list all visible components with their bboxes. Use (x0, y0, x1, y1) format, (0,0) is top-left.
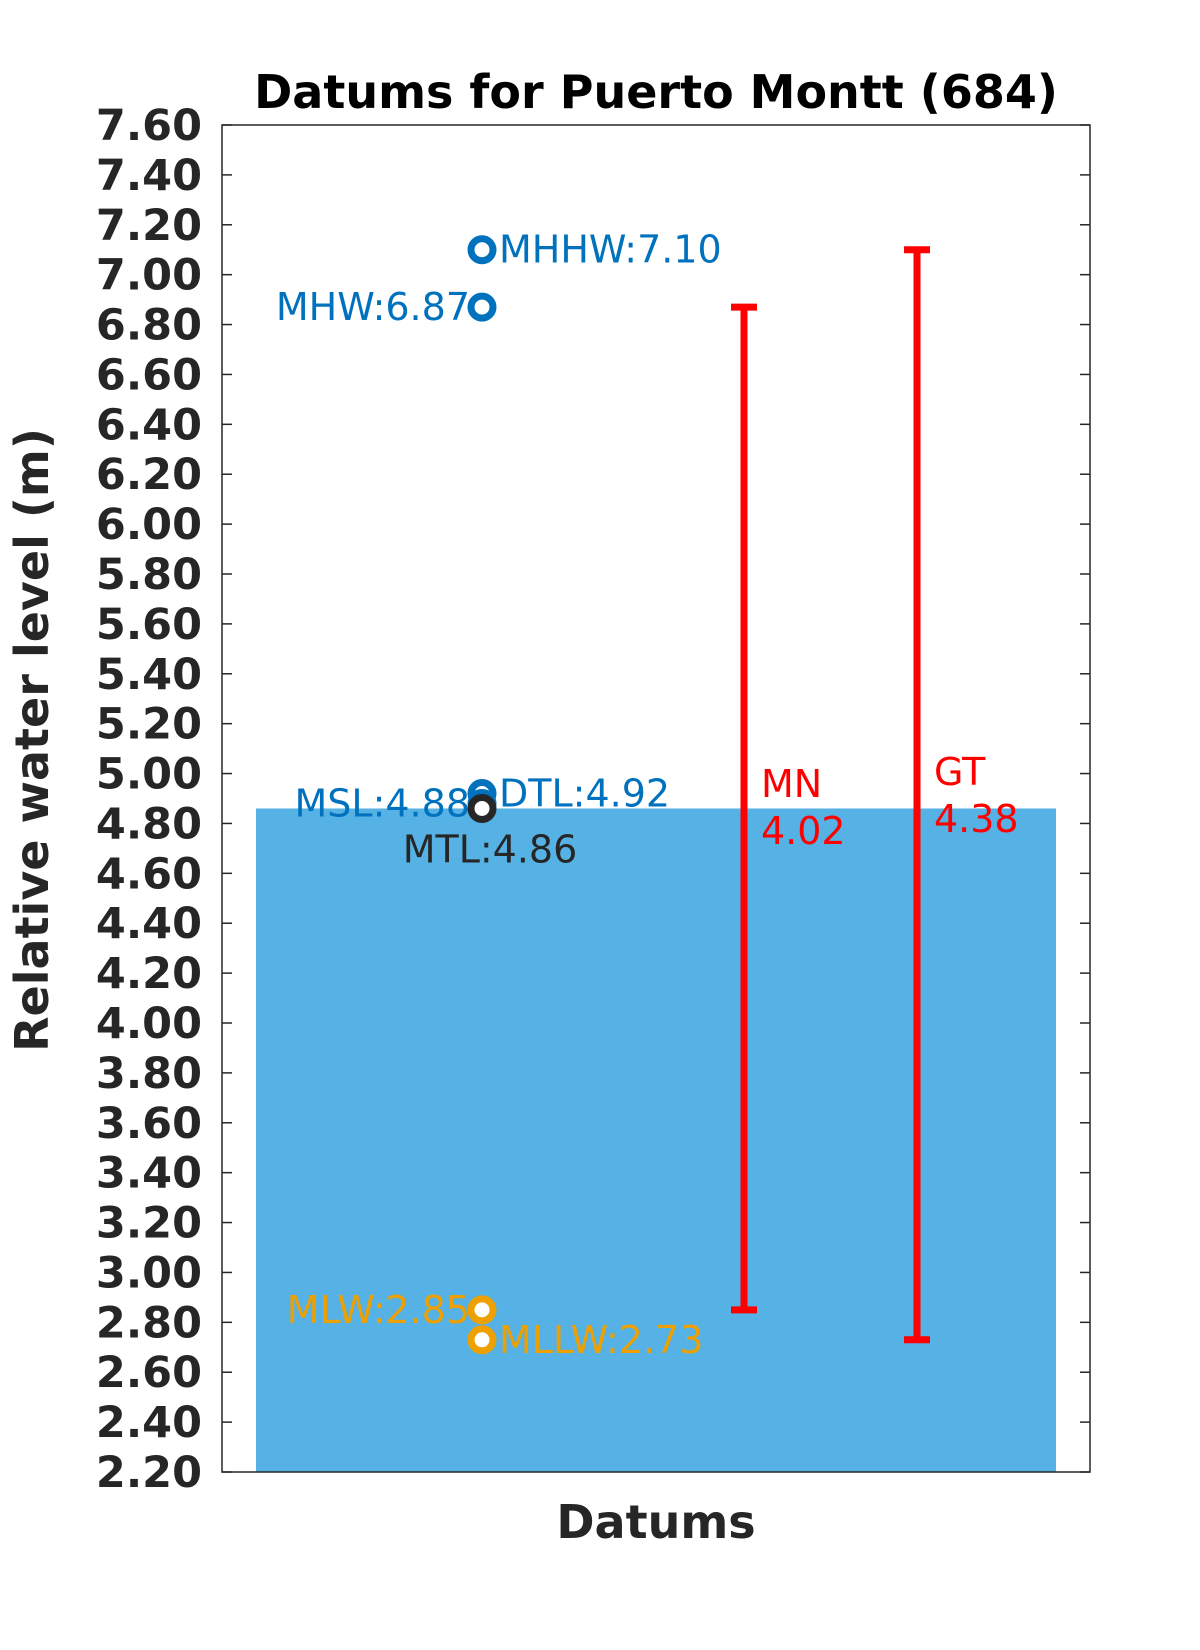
range-value-mn: 4.02 (761, 809, 846, 853)
datum-label-msl: MSL:4.88 (295, 781, 471, 825)
datum-marker-mhw (467, 292, 497, 322)
y-tick-label: 4.60 (96, 849, 202, 899)
datum-label-mlw: MLW:2.85 (287, 1288, 470, 1332)
y-tick-label: 5.20 (96, 700, 202, 750)
y-tick-label: 6.80 (96, 301, 202, 351)
x-axis-label: Datums (556, 1495, 755, 1549)
water-level-bar (256, 808, 1056, 1472)
datum-label-mllw: MLLW:2.73 (499, 1318, 703, 1362)
y-tick-label: 7.00 (96, 251, 202, 301)
y-tick-label: 5.60 (96, 600, 202, 650)
y-tick-label: 3.60 (96, 1099, 202, 1149)
y-tick-label: 4.80 (96, 799, 202, 849)
y-tick-label: 2.80 (96, 1298, 202, 1348)
y-tick-label: 5.00 (96, 750, 202, 800)
y-tick-label: 3.40 (96, 1149, 202, 1199)
datum-label-mhw: MHW:6.87 (276, 285, 470, 329)
datum-marker-mtl (467, 793, 497, 823)
plot-axes (221, 124, 1091, 1473)
chart-title: Datums for Puerto Montt (684) (254, 65, 1058, 119)
y-tick-label: 3.00 (96, 1248, 202, 1298)
range-label-gt: GT (934, 750, 986, 794)
datum-label-dtl: DTL:4.92 (499, 772, 670, 816)
datum-marker-mhhw (467, 235, 497, 265)
y-axis-ticks: 2.202.402.602.803.003.203.403.603.804.00… (96, 101, 1090, 1498)
y-tick-label: 7.40 (96, 151, 202, 201)
y-tick-label: 6.20 (96, 450, 202, 500)
datum-label-mtl: MTL:4.86 (403, 827, 578, 871)
y-tick-label: 3.80 (96, 1049, 202, 1099)
y-tick-label: 4.40 (96, 899, 202, 949)
y-tick-label: 3.20 (96, 1199, 202, 1249)
y-tick-label: 2.60 (96, 1348, 202, 1398)
range-value-gt: 4.38 (934, 797, 1019, 841)
datum-marker-mlw (467, 1295, 497, 1325)
y-tick-label: 4.20 (96, 949, 202, 999)
y-tick-label: 5.80 (96, 550, 202, 600)
y-tick-label: 6.40 (96, 400, 202, 450)
y-tick-label: 6.00 (96, 500, 202, 550)
y-tick-label: 2.20 (96, 1448, 202, 1498)
tidal-range-bars: MN4.02 GT4.38 (731, 246, 1019, 1344)
y-tick-label: 7.20 (96, 201, 202, 251)
y-tick-label: 4.00 (96, 999, 202, 1049)
range-label-mn: MN (761, 762, 822, 806)
y-axis-label: Relative water level (m) (5, 428, 59, 1052)
datum-markers: MHHW:7.10 MHW:6.87 DTL:4.92 MSL:4.88MTL:4.8… (276, 228, 722, 1362)
y-tick-label: 6.60 (96, 350, 202, 400)
y-tick-label: 5.40 (96, 650, 202, 700)
y-tick-label: 2.40 (96, 1398, 202, 1448)
datum-label-mhhw: MHHW:7.10 (499, 228, 722, 272)
y-tick-label: 7.60 (96, 101, 202, 151)
datum-marker-mllw (467, 1325, 497, 1355)
axes-box (221, 124, 1091, 1473)
